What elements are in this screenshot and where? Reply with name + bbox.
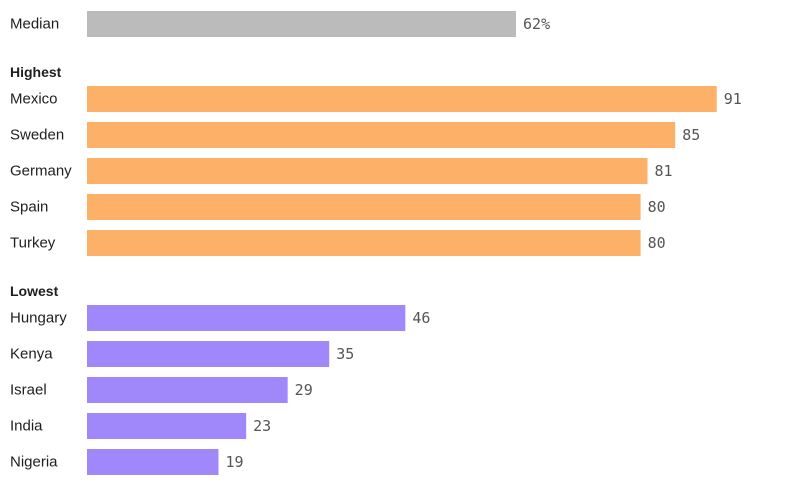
value-label-median: 62% [523, 15, 550, 33]
group-title-highest: Highest [10, 64, 62, 80]
value-label-turkey: 80 [648, 234, 666, 252]
value-label-india: 23 [253, 417, 271, 435]
category-label-mexico: Mexico [10, 91, 58, 108]
bar-turkey [87, 230, 641, 256]
category-label-median: Median [10, 16, 59, 33]
category-label-spain: Spain [10, 199, 48, 216]
category-label-hungary: Hungary [10, 310, 67, 327]
bar-israel [87, 377, 288, 403]
value-label-mexico: 91 [724, 90, 742, 108]
category-label-turkey: Turkey [10, 235, 56, 252]
bar-sweden [87, 122, 676, 148]
bar-nigeria [87, 449, 219, 475]
bar-spain [87, 194, 641, 220]
bar-germany [87, 158, 648, 184]
bar-hungary [87, 305, 406, 331]
value-label-germany: 81 [655, 162, 673, 180]
value-label-nigeria: 19 [225, 453, 243, 471]
bar-kenya [87, 341, 330, 367]
category-label-israel: Israel [10, 382, 47, 399]
group-title-lowest: Lowest [10, 283, 59, 299]
value-label-kenya: 35 [336, 345, 354, 363]
value-label-spain: 80 [648, 198, 666, 216]
category-label-germany: Germany [10, 163, 72, 180]
bar-mexico [87, 86, 717, 112]
category-label-india: India [10, 418, 43, 435]
category-label-kenya: Kenya [10, 346, 53, 363]
bar-median [87, 11, 517, 37]
value-label-sweden: 85 [682, 126, 700, 144]
category-label-sweden: Sweden [10, 127, 64, 144]
value-label-israel: 29 [295, 381, 313, 399]
bar-india [87, 413, 247, 439]
category-label-nigeria: Nigeria [10, 454, 58, 471]
value-label-hungary: 46 [412, 309, 430, 327]
